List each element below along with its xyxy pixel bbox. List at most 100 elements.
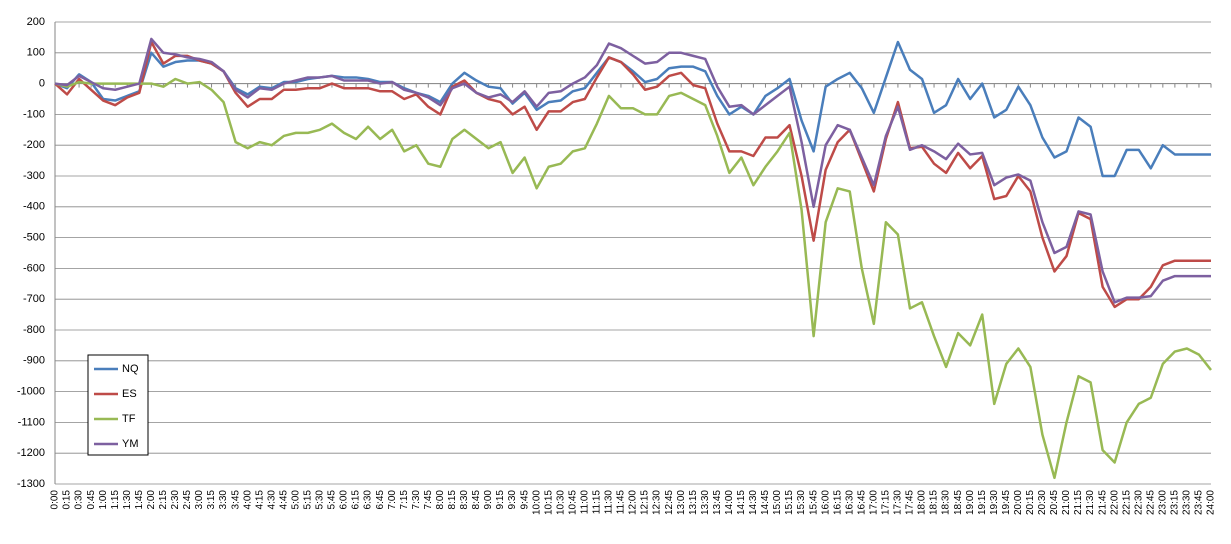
x-tick-label: 14:15 <box>736 490 747 515</box>
legend-box <box>87 354 149 456</box>
x-tick-label: 19:00 <box>965 490 976 515</box>
x-tick-label: 7:30 <box>411 490 422 510</box>
y-tick-label: -500 <box>23 232 45 244</box>
x-tick-label: 24:00 <box>1206 490 1217 515</box>
x-tick-label: 22:45 <box>1145 490 1156 515</box>
x-tick-label: 21:00 <box>1061 490 1072 515</box>
y-tick-label: -200 <box>23 139 45 151</box>
x-tick-label: 7:00 <box>387 490 398 510</box>
x-tick-label: 8:00 <box>435 490 446 510</box>
x-tick-label: 8:45 <box>471 490 482 510</box>
x-tick-label: 0:45 <box>86 490 97 510</box>
x-tick-label: 21:30 <box>1085 490 1096 515</box>
x-tick-label: 17:00 <box>868 490 879 515</box>
x-tick-label: 3:30 <box>218 490 229 510</box>
y-tick-label: -1000 <box>17 386 45 398</box>
x-tick-label: 22:30 <box>1133 490 1144 515</box>
x-tick-label: 16:00 <box>820 490 831 515</box>
x-tick-label: 2:30 <box>170 490 181 510</box>
x-tick-label: 6:30 <box>363 490 374 510</box>
series-line <box>54 40 1211 309</box>
x-tick-label: 10:45 <box>567 490 578 515</box>
x-tick-label: 1:00 <box>98 490 109 510</box>
x-tick-label: 21:45 <box>1097 490 1108 515</box>
x-tick-label: 4:45 <box>278 490 289 510</box>
x-tick-label: 0:00 <box>50 490 61 510</box>
x-tick-label: 21:15 <box>1073 490 1084 515</box>
x-tick-label: 0:15 <box>62 490 73 510</box>
x-tick-label: 14:30 <box>748 490 759 515</box>
x-tick-label: 16:15 <box>832 490 843 515</box>
x-tick-label: 9:15 <box>495 490 506 510</box>
x-tick-label: 17:15 <box>881 490 892 515</box>
x-tick-label: 4:15 <box>254 490 265 510</box>
x-tick-label: 3:45 <box>230 490 241 510</box>
x-tick-label: 1:30 <box>122 490 133 510</box>
x-tick-label: 22:00 <box>1109 490 1120 515</box>
x-tick-label: 14:00 <box>724 490 735 515</box>
x-tick-label: 12:30 <box>652 490 663 515</box>
x-tick-label: 10:30 <box>555 490 566 515</box>
x-tick-label: 15:00 <box>772 490 783 515</box>
x-tick-label: 13:00 <box>676 490 687 515</box>
x-tick-label: 0:30 <box>74 490 85 510</box>
x-tick-label: 9:45 <box>519 490 530 510</box>
x-tick-label: 18:30 <box>941 490 952 515</box>
x-tick-label: 13:15 <box>688 490 699 515</box>
y-tick-label: -100 <box>23 108 45 120</box>
x-tick-label: 11:30 <box>604 490 615 515</box>
x-tick-label: 12:00 <box>628 490 639 515</box>
x-tick-label: 17:45 <box>905 490 916 515</box>
x-tick-label: 5:00 <box>290 490 301 510</box>
x-tick-label: 18:15 <box>929 490 940 515</box>
x-tick-label: 20:00 <box>1013 490 1024 515</box>
x-tick-label: 19:45 <box>1001 490 1012 515</box>
x-tick-label: 15:45 <box>808 490 819 515</box>
x-tick-label: 16:45 <box>856 490 867 515</box>
x-tick-label: 5:15 <box>303 490 314 510</box>
x-tick-label: 11:00 <box>579 490 590 515</box>
y-tick-label: 0 <box>39 78 45 90</box>
x-tick-label: 9:00 <box>483 490 494 510</box>
y-tick-label: -700 <box>23 293 45 305</box>
x-tick-label: 9:30 <box>507 490 518 510</box>
x-tick-label: 11:45 <box>616 490 627 515</box>
legend-label: ES <box>122 388 137 400</box>
series-line <box>54 77 1212 480</box>
x-tick-label: 6:00 <box>339 490 350 510</box>
x-tick-label: 13:30 <box>700 490 711 515</box>
x-tick-label: 2:00 <box>146 490 157 510</box>
x-tick-label: 13:45 <box>712 490 723 515</box>
x-tick-label: 16:30 <box>844 490 855 515</box>
x-tick-label: 17:30 <box>893 490 904 515</box>
x-tick-label: 12:15 <box>640 490 651 515</box>
x-tick-label: 5:45 <box>327 490 338 510</box>
x-tick-label: 1:45 <box>134 490 145 510</box>
x-tick-label: 14:45 <box>760 490 771 515</box>
x-tick-label: 22:15 <box>1121 490 1132 515</box>
x-tick-label: 1:15 <box>110 490 121 510</box>
x-tick-label: 4:00 <box>242 490 253 510</box>
series-line <box>54 37 1211 304</box>
x-tick-label: 6:45 <box>375 490 386 510</box>
y-tick-label: -600 <box>23 262 45 274</box>
y-tick-label: -1300 <box>17 478 45 490</box>
y-tick-label: -900 <box>23 355 45 367</box>
x-tick-label: 10:15 <box>543 490 554 515</box>
y-tick-label: -300 <box>23 170 45 182</box>
x-tick-label: 23:15 <box>1170 490 1181 515</box>
legend-label: TF <box>122 413 136 425</box>
y-tick-label: -1100 <box>18 416 45 428</box>
x-tick-label: 23:00 <box>1157 490 1168 515</box>
x-tick-label: 7:15 <box>399 490 410 510</box>
x-tick-label: 19:30 <box>989 490 1000 515</box>
x-tick-label: 18:00 <box>917 490 928 515</box>
y-tick-label: -1200 <box>17 447 45 459</box>
legend-label: NQ <box>122 363 139 375</box>
x-tick-label: 18:45 <box>953 490 964 515</box>
x-tick-label: 20:45 <box>1049 490 1060 515</box>
x-tick-label: 20:30 <box>1037 490 1048 515</box>
x-tick-label: 2:45 <box>182 490 193 510</box>
x-tick-label: 4:30 <box>266 490 277 510</box>
x-tick-label: 6:15 <box>351 490 362 510</box>
